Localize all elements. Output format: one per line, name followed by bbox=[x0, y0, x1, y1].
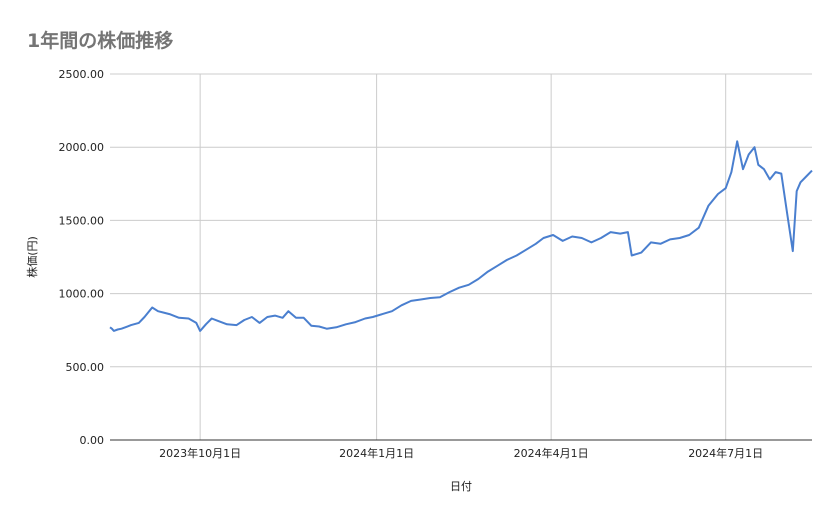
series-line bbox=[109, 140, 813, 332]
x-axis-label: 日付 bbox=[450, 480, 472, 493]
grid-lines bbox=[110, 73, 812, 440]
y-tick-label: 1000.00 bbox=[59, 288, 105, 301]
x-tick-label: 2024年7月1日 bbox=[688, 446, 763, 460]
y-tick-label: 1500.00 bbox=[59, 214, 105, 227]
y-tick-label: 0.00 bbox=[80, 434, 105, 447]
x-axis-ticks: 2023年10月1日 2024年1月1日 2024年4月1日 2024年7月1日 bbox=[159, 446, 763, 460]
x-tick-label: 2024年4月1日 bbox=[514, 446, 589, 460]
y-tick-label: 500.00 bbox=[66, 361, 105, 374]
chart-title: 1年間の株価推移 bbox=[27, 30, 174, 52]
y-axis-ticks: 0.00 500.00 1000.00 1500.00 2000.00 2500.00 bbox=[59, 68, 105, 447]
y-tick-label: 2000.00 bbox=[59, 141, 105, 154]
x-tick-label: 2024年1月1日 bbox=[339, 446, 414, 460]
y-axis-label: 株価(円) bbox=[25, 236, 39, 278]
y-tick-label: 2500.00 bbox=[59, 68, 105, 81]
x-tick-label: 2023年10月1日 bbox=[159, 446, 241, 460]
